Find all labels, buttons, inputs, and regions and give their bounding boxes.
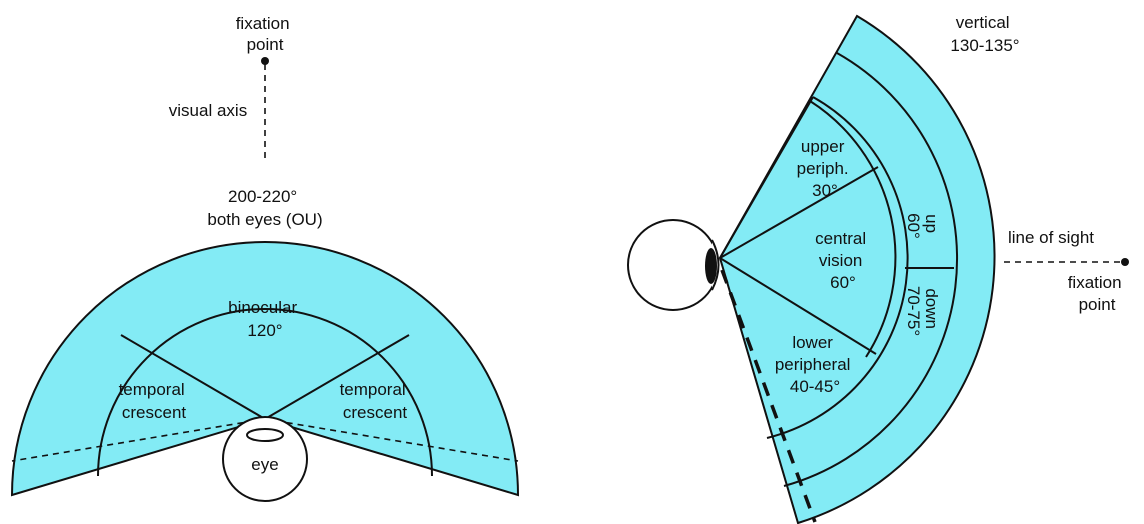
vertical-arc-3 <box>766 96 909 439</box>
up-label: up 60° <box>904 213 941 239</box>
fixation-point-dot-right <box>1121 258 1129 266</box>
temporal-crescent-right-label: temporal crescent <box>340 380 411 422</box>
fixation-label: fixation point <box>236 14 295 54</box>
binocular-inner-arc <box>97 308 433 477</box>
lower-divider <box>719 257 877 355</box>
visual-axis-label: visual axis <box>169 101 247 120</box>
central-vision-label: central vision 60° <box>815 229 871 292</box>
lower-limit-dash <box>720 269 817 523</box>
binocular-label: binocular 120° <box>228 298 302 340</box>
left-diagram-both-eyes: fixation point visual axis 200-220° both… <box>10 14 520 502</box>
fixation-label-right: fixation point <box>1068 273 1127 314</box>
line-of-sight-label: line of sight <box>1008 228 1094 247</box>
down-label: down 70-75° <box>904 286 941 336</box>
eye-circle <box>222 416 308 502</box>
central-arc <box>809 100 897 358</box>
binocular-divider-left <box>120 334 266 420</box>
upper-divider <box>719 166 879 259</box>
eye-pupil <box>246 428 284 442</box>
side-eye-lens <box>705 248 717 284</box>
binocular-field-outer <box>10 241 520 497</box>
vertical-label: vertical 130-135° <box>950 13 1019 55</box>
horizon-dash-right <box>264 418 519 462</box>
lower-peripheral-label: lower peripheral 40-45° <box>775 333 855 396</box>
side-eye <box>627 219 719 311</box>
eye-label: eye <box>251 455 278 474</box>
temporal-crescent-left-label: temporal crescent <box>119 380 190 422</box>
both-eyes-label: 200-220° both eyes (OU) <box>207 187 322 229</box>
vertical-arc-2 <box>783 52 959 487</box>
binocular-divider-right <box>264 334 410 420</box>
fixation-point-dot <box>261 57 269 65</box>
horizon-dash-left <box>11 418 266 462</box>
upper-peripheral-label: upper periph. 30° <box>797 137 854 200</box>
upper-edge <box>719 96 814 259</box>
right-diagram-vertical-field: vertical 130-135° upper periph. 30° cent… <box>627 13 1129 524</box>
